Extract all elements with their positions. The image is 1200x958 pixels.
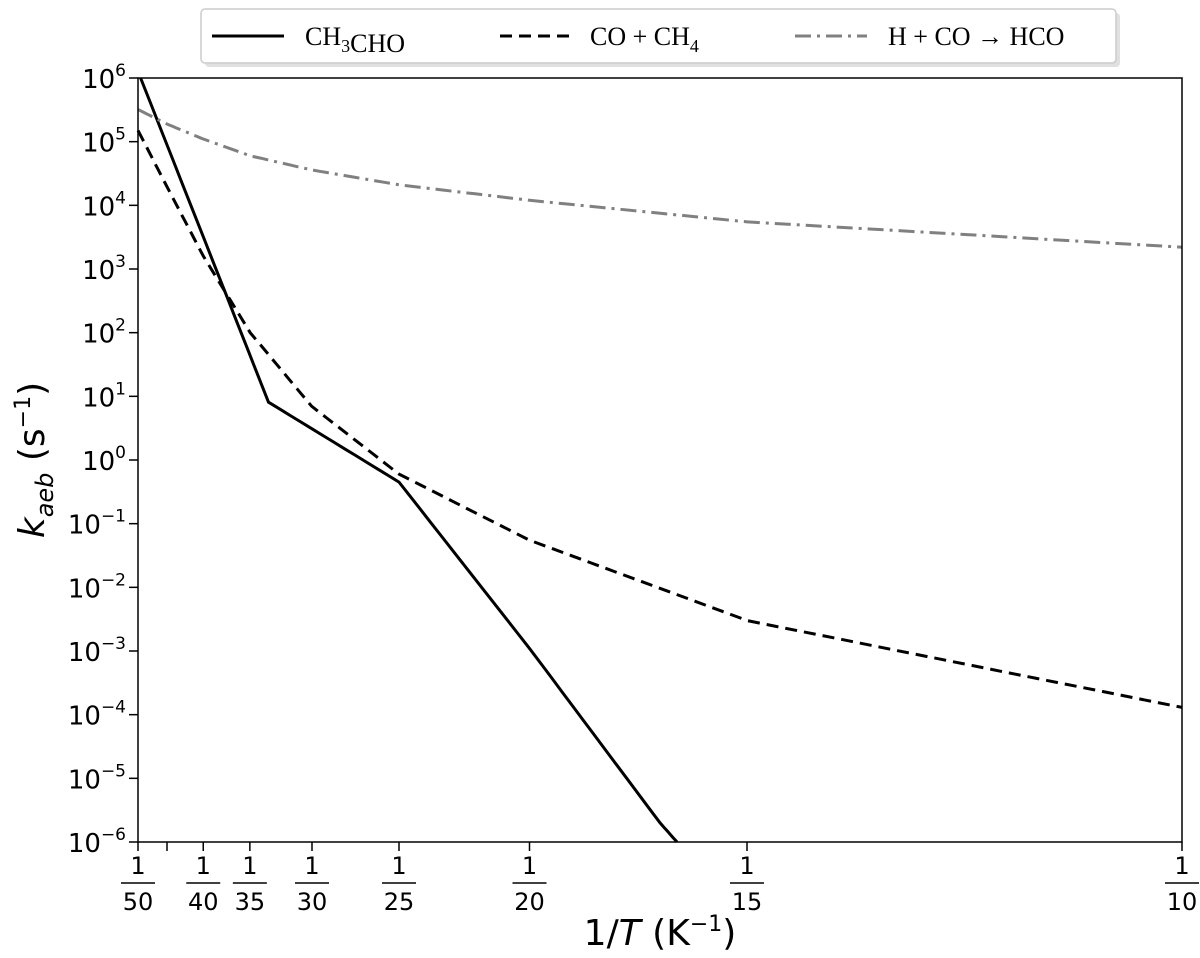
legend-label-1: CH3CHO (305, 22, 405, 58)
y-tick-label: 10−3 (68, 634, 126, 668)
legend-label-3: H + CO → HCO (888, 22, 1064, 51)
legend: CH3CHO CO + CH4 H + CO → HCO (200, 8, 1120, 67)
series-layer (136, 77, 1183, 843)
x-tick-denominator: 20 (514, 888, 545, 916)
series-line-2 (136, 129, 1183, 709)
x-tick-denominator: 10 (1167, 888, 1198, 916)
legend-box (200, 8, 1117, 64)
x-tick-numerator: 1 (1174, 852, 1189, 880)
x-tick-denominator: 35 (235, 888, 266, 916)
x-tick-numerator: 1 (391, 852, 406, 880)
series-line-1 (139, 77, 679, 843)
y-tick-label: 10−6 (68, 825, 126, 859)
x-tick-numerator: 1 (522, 852, 537, 880)
y-tick-label: 102 (82, 316, 126, 350)
y-tick-label: 101 (82, 379, 126, 413)
y-axis: 106 105 104 103 102 101 100 10−1 10−2 10−3 10−4 10−… (68, 61, 138, 859)
series-line-3 (137, 108, 1183, 249)
y-tick-label: 10−5 (68, 761, 126, 795)
y-tick-label: 10−2 (68, 570, 126, 604)
legend-label-2: CO + CH4 (590, 22, 699, 56)
x-axis: 1 50 1 40 1 35 1 30 1 25 1 20 1 15 1 10 (121, 842, 1199, 916)
x-tick-denominator: 15 (732, 888, 763, 916)
x-tick-denominator: 40 (188, 888, 219, 916)
x-axis-label: 1/T (K−1) (584, 912, 737, 954)
x-tick-denominator: 30 (297, 888, 328, 916)
x-tick-numerator: 1 (739, 852, 754, 880)
x-tick-denominator: 50 (123, 888, 154, 916)
y-tick-label: 100 (82, 443, 126, 477)
x-tick-numerator: 1 (196, 852, 211, 880)
y-tick-label: 106 (82, 61, 126, 95)
x-tick-numerator: 1 (304, 852, 319, 880)
y-tick-label: 10−4 (68, 698, 126, 732)
y-tick-label: 105 (82, 125, 126, 159)
y-tick-label: 104 (82, 188, 126, 222)
x-tick-numerator: 1 (130, 852, 145, 880)
y-tick-label: 103 (82, 252, 126, 286)
y-tick-label: 10−1 (68, 507, 126, 541)
y-axis-label: kaeb (s−1) (11, 382, 59, 538)
x-tick-numerator: 1 (242, 852, 257, 880)
plot-frame (137, 77, 1183, 843)
x-tick-denominator: 25 (384, 888, 415, 916)
